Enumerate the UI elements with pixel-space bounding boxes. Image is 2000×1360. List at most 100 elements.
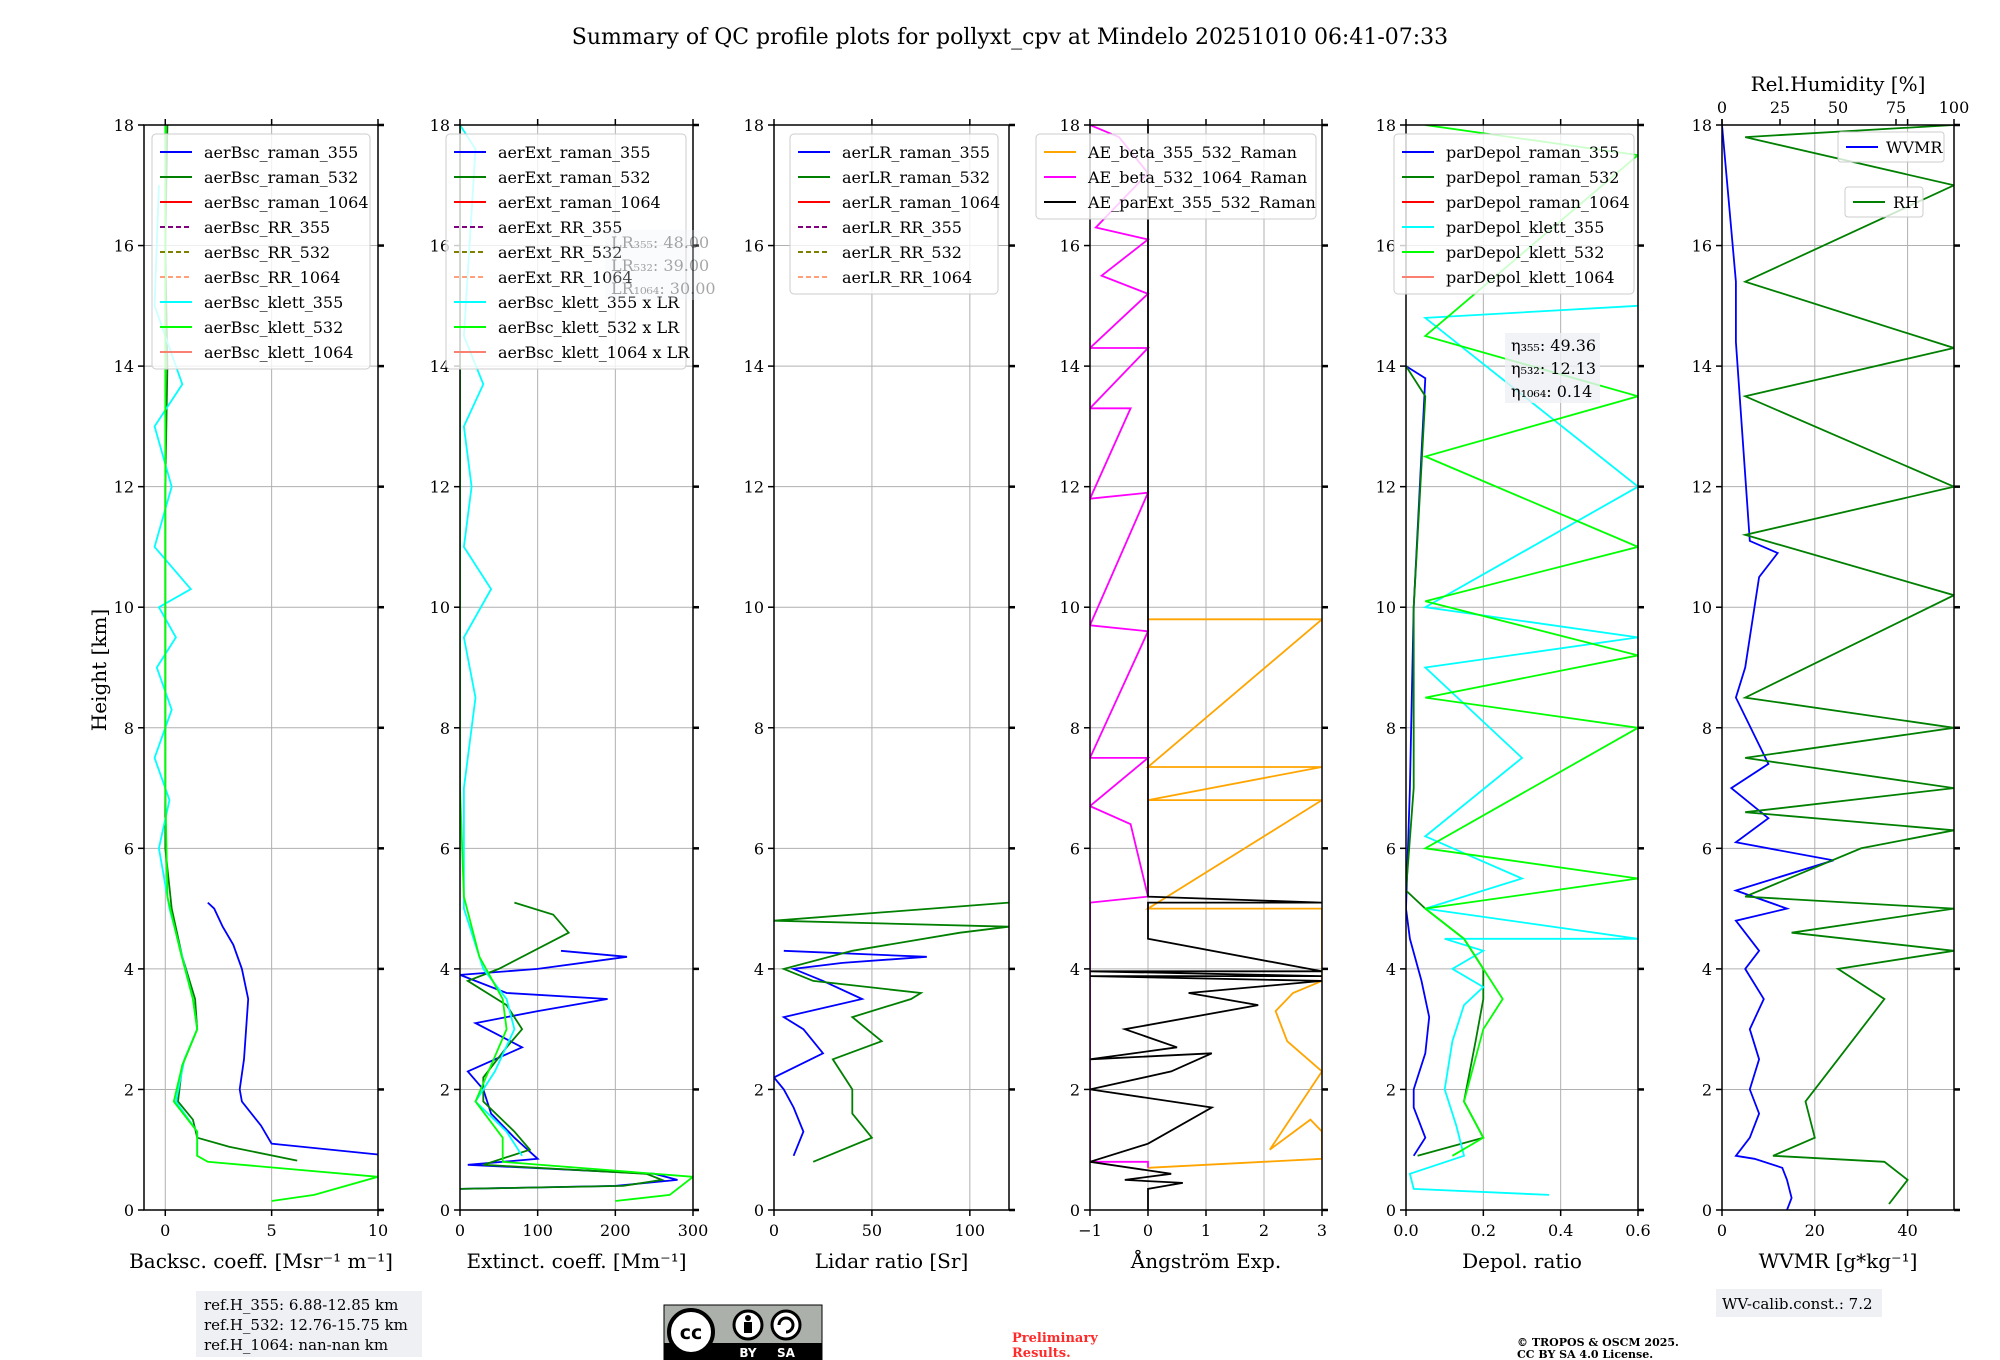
- legend-label: aerExt_raman_1064: [498, 193, 661, 212]
- legend-label: aerLR_raman_532: [842, 168, 990, 187]
- x-tick-label: 10: [368, 1221, 388, 1240]
- y-tick-label: 8: [124, 719, 134, 738]
- x-tick-label: 20: [1805, 1221, 1825, 1240]
- y-tick-label: 10: [430, 598, 450, 617]
- y-tick-label: 16: [1376, 237, 1396, 256]
- series-line-AE_beta_355_532_Raman: [1144, 618, 1322, 1169]
- y-tick-label: 16: [1692, 237, 1712, 256]
- x-tick-label: 0: [1717, 1221, 1727, 1240]
- y-tick-label: 0: [124, 1201, 134, 1220]
- y-tick-label: 8: [1070, 719, 1080, 738]
- x-tick-label: 1: [1201, 1221, 1211, 1240]
- y-tick-label: 14: [1060, 357, 1080, 376]
- legend-box: [1035, 133, 1317, 220]
- x-tick-label: 0.2: [1471, 1221, 1496, 1240]
- x-axis-label: Backsc. coeff. [Msr⁻¹ m⁻¹]: [129, 1249, 393, 1273]
- cc-label: cc: [680, 1322, 703, 1344]
- ref-height-532: ref.H_532: 12.76-15.75 km: [204, 1316, 408, 1334]
- y-tick-label: 12: [1060, 478, 1080, 497]
- legend-label: aerBsc_raman_1064: [204, 193, 369, 212]
- y-tick-label: 10: [744, 598, 764, 617]
- legend-label: aerBsc_klett_355 x LR: [498, 293, 680, 312]
- annotation-bg: [1505, 333, 1600, 403]
- axes-frame: [459, 124, 694, 1211]
- x-tick-label: 200: [600, 1221, 631, 1240]
- series-line-WVMR: [1722, 125, 1834, 1210]
- x-tick-label: 100: [955, 1221, 986, 1240]
- y-tick-label: 2: [754, 1080, 764, 1099]
- annotation-text: LR₅₃₂: 39.00: [611, 256, 709, 275]
- x-tick-label: 100: [522, 1221, 553, 1240]
- y-tick-label: 8: [1702, 719, 1712, 738]
- legend-label: aerLR_raman_355: [842, 143, 990, 162]
- panel-depol: 0.0 0.2 0.4 0.6 0 2 4 6 8 10 12 14 16 18 Depol. ratio p…: [1376, 116, 1651, 1273]
- ref-height-355: ref.H_355: 6.88-12.85 km: [204, 1296, 398, 1314]
- legend-rh: RH: [1844, 186, 1924, 218]
- cc-icon: [667, 1308, 715, 1356]
- top-x-tick-label: 75: [1886, 98, 1906, 117]
- series-line-aerLR_raman_532: [774, 901, 1009, 1163]
- y-tick-label: 18: [1060, 116, 1080, 135]
- legend-label: parDepol_raman_532: [1446, 168, 1619, 187]
- y-tick-label: 2: [440, 1080, 450, 1099]
- annotation-text: LR₁₀₆₄: 30.00: [611, 279, 716, 298]
- y-tick-label: 6: [1702, 839, 1712, 858]
- y-tick-label: 12: [1692, 478, 1712, 497]
- series-line-aerLR_raman_355: [774, 949, 927, 1157]
- panel-wv: 0 20 40 0 2 4 6 8 10 12 14 16 18 WVMR [g*kg⁻¹] 0 25 50 75…: [1692, 72, 1970, 1273]
- x-axis-label: Lidar ratio [Sr]: [815, 1249, 969, 1273]
- x-tick-label: 0: [160, 1221, 170, 1240]
- legend-label: AE_beta_355_532_Raman: [1087, 143, 1297, 162]
- y-axis-label: Height [km]: [87, 609, 111, 731]
- panel-backscatter: 0 5 10 0 2 4 6 8 10 12 14 16 18 Backsc. coeff. [Msr⁻¹…: [114, 116, 393, 1273]
- legend-label: aerExt_RR_355: [498, 218, 622, 237]
- y-tick-label: 18: [744, 116, 764, 135]
- legend-label: aerBsc_raman_355: [204, 143, 358, 162]
- y-tick-label: 8: [754, 719, 764, 738]
- wv-calib-const: WV-calib.const.: 7.2: [1722, 1295, 1873, 1313]
- axes-frame: [773, 124, 1010, 1211]
- x-axis-label: WVMR [g*kg⁻¹]: [1759, 1249, 1918, 1273]
- legend: parDepol_raman_355 parDepol_raman_532 parD…: [1393, 133, 1635, 295]
- y-tick-label: 6: [1386, 839, 1396, 858]
- legend-box: [789, 133, 999, 295]
- annotation-bg: [605, 230, 700, 300]
- y-tick-label: 2: [1386, 1080, 1396, 1099]
- legend-label: aerBsc_raman_532: [204, 168, 358, 187]
- y-tick-label: 18: [1692, 116, 1712, 135]
- series-group: [774, 901, 1009, 1163]
- x-tick-label: 3: [1317, 1221, 1327, 1240]
- y-tick-label: 6: [754, 839, 764, 858]
- series-group: [1090, 125, 1322, 1210]
- series-line-aerBsc_klett_532: [164, 125, 378, 1202]
- y-tick-label: 6: [1070, 839, 1080, 858]
- sa-label: SA: [777, 1346, 796, 1360]
- legend: AE_beta_355_532_Raman AE_beta_532_1064_Ra…: [1035, 133, 1317, 220]
- y-tick-label: 0: [1702, 1201, 1712, 1220]
- legend: aerExt_raman_355 aerExt_raman_532 aerExt_r…: [445, 133, 690, 370]
- top-x-tick-label: 50: [1828, 98, 1848, 117]
- y-tick-label: 6: [440, 839, 450, 858]
- y-tick-label: 12: [744, 478, 764, 497]
- share-alike-icon: [770, 1309, 802, 1341]
- y-tick-label: 14: [1692, 357, 1712, 376]
- ref-height-1064: ref.H_1064: nan-nan km: [204, 1336, 388, 1354]
- series-line-aerBsc_klett_355 x LR: [460, 125, 523, 1157]
- y-tick-label: 14: [744, 357, 764, 376]
- cc-by-sa-badge: cc BY SA: [663, 1304, 823, 1360]
- series-group: [460, 125, 693, 1202]
- y-tick-label: 12: [430, 478, 450, 497]
- legend: aerBsc_raman_355 aerBsc_raman_532 aerBsc_r…: [151, 133, 371, 370]
- legend-label: aerLR_raman_1064: [842, 193, 1000, 212]
- annotation-text: η₃₅₅: 49.36: [1511, 336, 1596, 355]
- y-tick-label: 14: [1376, 357, 1396, 376]
- axes-frame: [143, 124, 379, 1211]
- series-line-AE_beta_532_1064_Raman: [1090, 125, 1151, 1168]
- figure-title: Summary of QC profile plots for pollyxt_…: [572, 25, 1448, 50]
- legend-label: WVMR: [1886, 138, 1943, 157]
- legend-label: AE_beta_532_1064_Raman: [1087, 168, 1307, 187]
- x-tick-label: 5: [267, 1221, 277, 1240]
- series-line-aerExt_raman_532: [460, 901, 666, 1190]
- y-tick-label: 14: [430, 357, 450, 376]
- preliminary-line-2: Results.: [1012, 1346, 1071, 1360]
